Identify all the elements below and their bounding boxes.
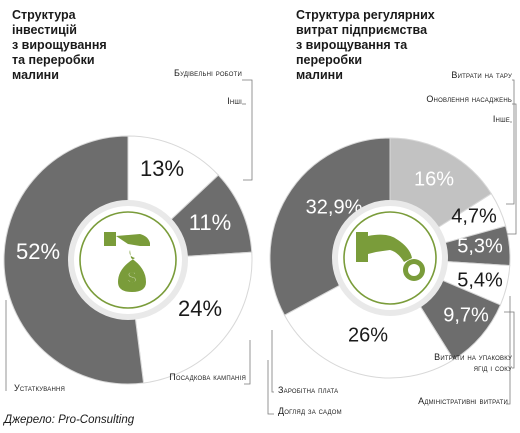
label-construction: Будівельні роботи [173,68,242,78]
leader-line-5 [506,103,517,235]
label-packaging: Витрати на тару [451,70,512,80]
label-renewal: Оновлення насаджень [426,94,512,104]
leader-line-0 [242,79,253,181]
label-admin: Адміністративні витрати [418,396,508,406]
chart1-slice-1-value: 11% [189,210,231,235]
chart1-title: Структура інвестицій з вирощування та пе… [12,8,107,82]
chart1-donut: 13% 11% 24% 52% $ [3,135,253,385]
leader-lines [5,79,517,415]
source-note: Джерело: Pro-Consulting [4,414,135,426]
chart1-center-circle [79,211,177,309]
leader-line-7 [504,311,515,369]
money-bag-hand-icon: $ [104,232,150,292]
chart1-slice-2-value: 24% [178,296,222,321]
leader-line-2 [244,340,251,385]
label-salary: Заробітна плата [278,385,339,395]
chart2-slice-5-value: 26% [348,324,388,346]
label-other-1: Інші [227,96,242,106]
chart2-donut: 16% 4,7% 5,3% 5,4% 9,7% 26% 32,9% [269,137,511,379]
chart2-slice-3-value: 5,4% [457,269,503,291]
leader-line-10 [267,360,274,415]
chart1-slice-0-value: 13% [140,156,184,181]
leader-line-4 [506,79,515,205]
label-equipment: Устаткування [14,383,66,393]
label-garden-care: Догляд за садом [278,406,342,416]
leader-line-9 [271,330,274,393]
label-pack-berries: Витрати на упаковку ягід і соку [434,352,512,373]
chart2-slice-6-value: 32,9% [306,196,363,218]
chart2-title: Структура регулярних витрат підприємства… [296,8,435,82]
leader-line-8 [506,296,511,405]
label-other-2: Інше [492,114,510,124]
chart1-slice-3-value: 52% [16,239,60,264]
chart2-slice-2-value: 5,3% [457,235,503,257]
label-planting: Посадкова кампанія [169,372,246,382]
chart2-slice-1-value: 4,7% [451,205,497,227]
hand-coin-icon [356,232,425,281]
chart2-slice-0-value: 16% [414,168,454,190]
svg-text:$: $ [127,268,137,287]
chart2-slice-4-value: 9,7% [443,304,489,326]
